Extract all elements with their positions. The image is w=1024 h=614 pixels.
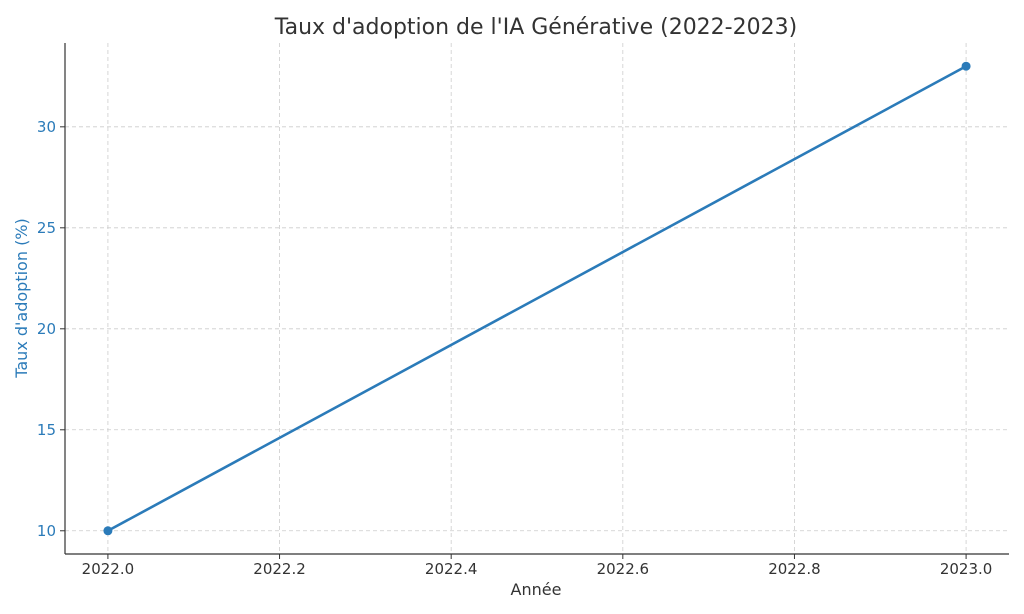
axes: [60, 43, 1009, 559]
y-tick-label: 30: [37, 118, 56, 136]
y-tick-label: 20: [37, 320, 56, 338]
y-tick-label: 15: [37, 421, 56, 439]
y-tick-label: 10: [37, 522, 56, 540]
tick-labels: 2022.0 2022.2 2022.4 2022.6 2022.8 2023.0 10 15…: [37, 118, 992, 578]
data-point: [103, 526, 113, 536]
series-line: [106, 64, 968, 533]
x-tick-label: 2022.2: [253, 560, 306, 578]
x-tick-label: 2022.8: [768, 560, 821, 578]
x-axis-label: Année: [511, 580, 562, 599]
data-point: [961, 61, 971, 71]
x-tick-label: 2023.0: [940, 560, 993, 578]
chart-title: Taux d'adoption de l'IA Générative (2022…: [274, 15, 797, 40]
x-tick-label: 2022.4: [425, 560, 478, 578]
y-axis-label: Taux d'adoption (%): [12, 218, 31, 379]
y-tick-label: 25: [37, 219, 56, 237]
x-tick-label: 2022.0: [82, 560, 135, 578]
x-tick-label: 2022.6: [597, 560, 650, 578]
series-layer: [103, 61, 971, 536]
